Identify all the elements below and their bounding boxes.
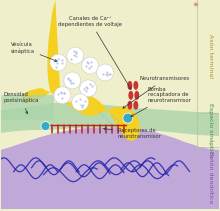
- Ellipse shape: [133, 81, 138, 90]
- Circle shape: [67, 47, 84, 64]
- Text: Bomba
recaptadora de
neurotransmisor: Bomba recaptadora de neurotransmisor: [131, 87, 192, 116]
- Polygon shape: [23, 0, 140, 141]
- Circle shape: [80, 80, 97, 97]
- Ellipse shape: [134, 91, 139, 100]
- Text: Vesícula
sináptica: Vesícula sináptica: [11, 42, 57, 61]
- Text: Espacio sináptico: Espacio sináptico: [207, 103, 213, 157]
- Circle shape: [82, 57, 99, 74]
- Text: Canales de Ca²⁺
dependientes de voltaje: Canales de Ca²⁺ dependientes de voltaje: [58, 16, 131, 89]
- Circle shape: [97, 64, 114, 81]
- Text: Densidad
postsináptica: Densidad postsináptica: [4, 92, 39, 114]
- Text: Neurotransmisores: Neurotransmisores: [123, 76, 190, 108]
- Text: ✳: ✳: [192, 2, 198, 8]
- FancyBboxPatch shape: [1, 95, 54, 120]
- Ellipse shape: [127, 101, 132, 110]
- Text: Receptores de
neurotransmisor: Receptores de neurotransmisor: [104, 128, 162, 139]
- Circle shape: [64, 72, 81, 89]
- Text: Axón terminal: Axón terminal: [208, 34, 213, 78]
- Circle shape: [50, 54, 67, 71]
- Ellipse shape: [128, 91, 133, 100]
- Circle shape: [41, 122, 50, 131]
- Circle shape: [72, 94, 89, 111]
- Polygon shape: [1, 127, 219, 210]
- Circle shape: [123, 113, 133, 123]
- Ellipse shape: [127, 81, 132, 90]
- Circle shape: [54, 87, 71, 104]
- Polygon shape: [1, 102, 219, 136]
- Ellipse shape: [133, 101, 138, 110]
- Text: Botón dendrítico: Botón dendrítico: [208, 151, 213, 204]
